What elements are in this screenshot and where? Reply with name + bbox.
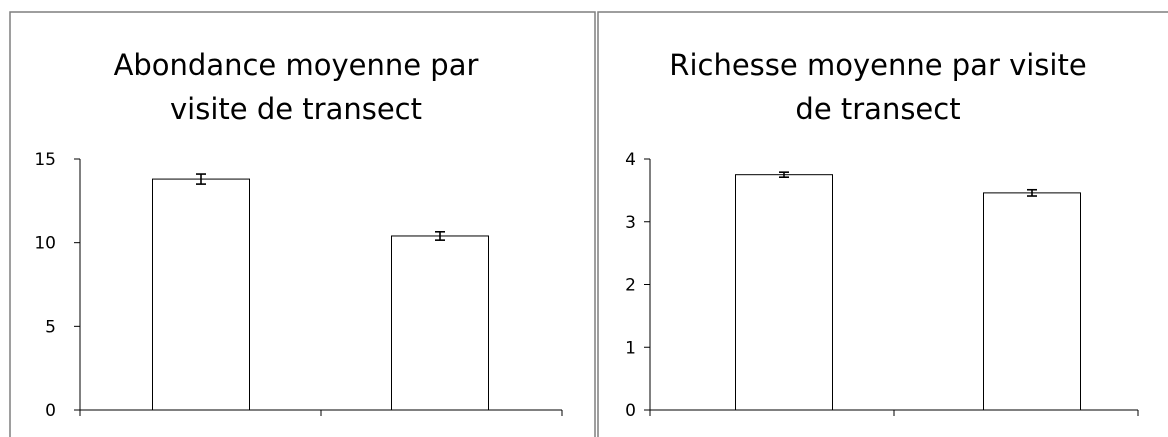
bar <box>152 178 250 411</box>
chart-title-line: de transect <box>795 92 960 126</box>
y-tick-label: 5 <box>45 317 56 337</box>
y-tick-label: 1 <box>625 338 636 358</box>
bar <box>983 192 1081 411</box>
y-tick-label: 10 <box>34 234 56 254</box>
chart-title: Richesse moyenne par visite de transect <box>669 48 1086 126</box>
chart-title: Abondance moyenne par visite de transect <box>114 48 479 126</box>
chart-title-line: Abondance moyenne par <box>114 48 479 82</box>
y-tick-label: 3 <box>625 213 636 233</box>
y-tick-label: 0 <box>45 401 56 421</box>
chart-title-line: visite de transect <box>170 92 422 126</box>
y-tick-label: 4 <box>625 150 636 170</box>
y-tick-label: 0 <box>625 401 636 421</box>
y-tick-label: 15 <box>34 150 56 170</box>
y-tick-label: 2 <box>625 276 636 296</box>
abundance-chart-panel: Abondance moyenne par visite de transect 0… <box>9 11 596 437</box>
bar <box>391 235 489 411</box>
richness-chart-panel: Richesse moyenne par visite de transect 0 1… <box>597 11 1168 437</box>
bar <box>735 174 833 411</box>
chart-title-line: Richesse moyenne par visite <box>669 48 1086 82</box>
chart-frame <box>9 11 596 437</box>
